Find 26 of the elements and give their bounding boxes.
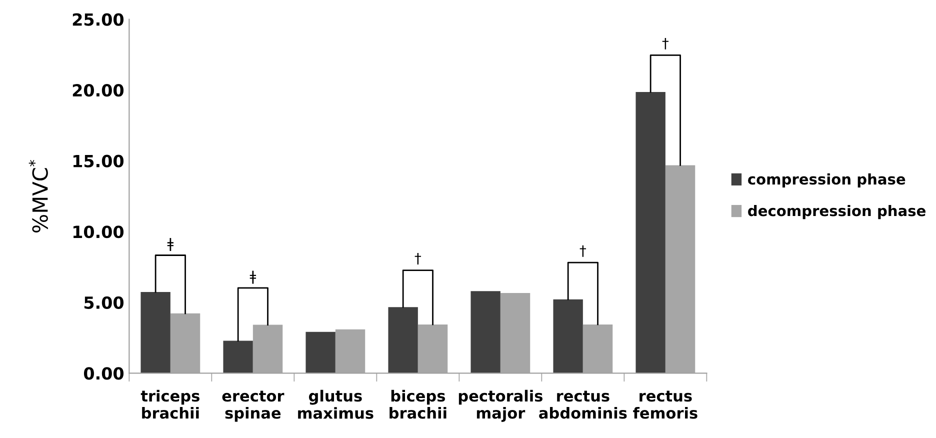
y-tick-label: 15.00 [73,154,124,168]
annotation: † [662,38,669,50]
x-tick-label: biceps brachii [390,390,446,419]
legend-label: decompression phase [748,204,926,220]
bar [140,292,170,374]
y-tick-label: 5.00 [84,296,124,309]
x-tick-label: erector spinae [222,390,284,422]
y-tick-label: 20.00 [72,84,124,97]
annotation: † [580,245,586,257]
bar [470,291,500,374]
bar [388,307,418,374]
bar [223,340,253,374]
annotation: † [414,253,422,264]
y-tick-label: 25.00 [72,13,124,26]
y-axis-title: %MVC$^{*}$ [28,160,48,232]
legend-label: compression phase [748,173,906,188]
bar [306,332,336,374]
annotation: ǂ [250,270,256,284]
x-tick-label: triceps brachii [140,390,200,419]
annotation: ǂ [167,238,174,252]
bar [636,92,666,374]
bar [553,299,583,374]
y-tick-label: 0.00 [84,367,124,380]
y-tick-label: 10.00 [73,226,124,238]
x-tick-label: glutus maximus [298,390,374,419]
x-tick-label: rectus femoris [633,390,698,419]
